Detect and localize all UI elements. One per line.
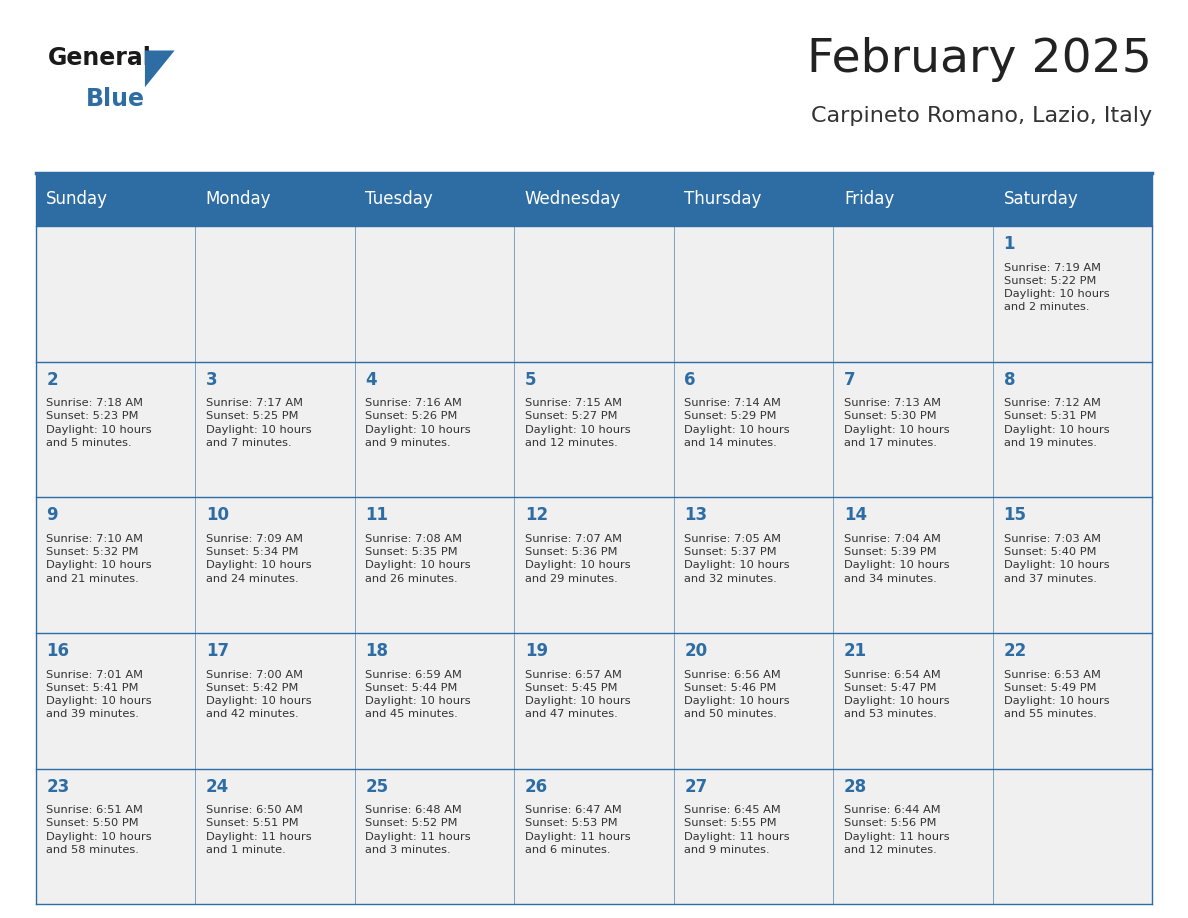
Text: Tuesday: Tuesday <box>366 190 434 208</box>
Text: 26: 26 <box>525 778 548 796</box>
Text: Friday: Friday <box>843 190 895 208</box>
Bar <box>36 768 1152 904</box>
Text: Sunrise: 7:12 AM
Sunset: 5:31 PM
Daylight: 10 hours
and 19 minutes.: Sunrise: 7:12 AM Sunset: 5:31 PM Dayligh… <box>1004 398 1110 448</box>
Text: 8: 8 <box>1004 371 1015 388</box>
Text: Saturday: Saturday <box>1004 190 1079 208</box>
Text: 2: 2 <box>46 371 58 388</box>
Text: Sunrise: 6:44 AM
Sunset: 5:56 PM
Daylight: 11 hours
and 12 minutes.: Sunrise: 6:44 AM Sunset: 5:56 PM Dayligh… <box>843 805 949 855</box>
Text: Sunrise: 6:47 AM
Sunset: 5:53 PM
Daylight: 11 hours
and 6 minutes.: Sunrise: 6:47 AM Sunset: 5:53 PM Dayligh… <box>525 805 631 855</box>
Text: Sunrise: 7:14 AM
Sunset: 5:29 PM
Daylight: 10 hours
and 14 minutes.: Sunrise: 7:14 AM Sunset: 5:29 PM Dayligh… <box>684 398 790 448</box>
Text: Sunrise: 7:04 AM
Sunset: 5:39 PM
Daylight: 10 hours
and 34 minutes.: Sunrise: 7:04 AM Sunset: 5:39 PM Dayligh… <box>843 534 949 584</box>
Text: 10: 10 <box>206 507 229 524</box>
Text: 9: 9 <box>46 507 58 524</box>
Text: 19: 19 <box>525 642 548 660</box>
Text: February 2025: February 2025 <box>808 37 1152 82</box>
Text: 23: 23 <box>46 778 70 796</box>
Text: 3: 3 <box>206 371 217 388</box>
Text: 21: 21 <box>843 642 867 660</box>
Text: 1: 1 <box>1004 235 1015 253</box>
Text: 14: 14 <box>843 507 867 524</box>
Text: Sunrise: 6:50 AM
Sunset: 5:51 PM
Daylight: 11 hours
and 1 minute.: Sunrise: 6:50 AM Sunset: 5:51 PM Dayligh… <box>206 805 311 855</box>
Text: Sunrise: 7:17 AM
Sunset: 5:25 PM
Daylight: 10 hours
and 7 minutes.: Sunrise: 7:17 AM Sunset: 5:25 PM Dayligh… <box>206 398 311 448</box>
Text: 4: 4 <box>366 371 377 388</box>
Text: Sunrise: 6:59 AM
Sunset: 5:44 PM
Daylight: 10 hours
and 45 minutes.: Sunrise: 6:59 AM Sunset: 5:44 PM Dayligh… <box>366 669 470 719</box>
Text: Sunrise: 7:01 AM
Sunset: 5:41 PM
Daylight: 10 hours
and 39 minutes.: Sunrise: 7:01 AM Sunset: 5:41 PM Dayligh… <box>46 669 152 719</box>
Text: 24: 24 <box>206 778 229 796</box>
Bar <box>36 226 1152 362</box>
Text: 25: 25 <box>366 778 388 796</box>
Text: Sunrise: 7:10 AM
Sunset: 5:32 PM
Daylight: 10 hours
and 21 minutes.: Sunrise: 7:10 AM Sunset: 5:32 PM Dayligh… <box>46 534 152 584</box>
Text: Sunrise: 7:16 AM
Sunset: 5:26 PM
Daylight: 10 hours
and 9 minutes.: Sunrise: 7:16 AM Sunset: 5:26 PM Dayligh… <box>366 398 470 448</box>
Text: Sunday: Sunday <box>46 190 108 208</box>
Text: Sunrise: 7:00 AM
Sunset: 5:42 PM
Daylight: 10 hours
and 42 minutes.: Sunrise: 7:00 AM Sunset: 5:42 PM Dayligh… <box>206 669 311 719</box>
Text: Wednesday: Wednesday <box>525 190 621 208</box>
Text: Sunrise: 6:56 AM
Sunset: 5:46 PM
Daylight: 10 hours
and 50 minutes.: Sunrise: 6:56 AM Sunset: 5:46 PM Dayligh… <box>684 669 790 719</box>
Text: Sunrise: 6:45 AM
Sunset: 5:55 PM
Daylight: 11 hours
and 9 minutes.: Sunrise: 6:45 AM Sunset: 5:55 PM Dayligh… <box>684 805 790 855</box>
Bar <box>36 498 1152 633</box>
Text: Sunrise: 7:08 AM
Sunset: 5:35 PM
Daylight: 10 hours
and 26 minutes.: Sunrise: 7:08 AM Sunset: 5:35 PM Dayligh… <box>366 534 470 584</box>
Text: Sunrise: 7:19 AM
Sunset: 5:22 PM
Daylight: 10 hours
and 2 minutes.: Sunrise: 7:19 AM Sunset: 5:22 PM Dayligh… <box>1004 263 1110 312</box>
Text: General: General <box>48 46 151 70</box>
Text: Sunrise: 6:51 AM
Sunset: 5:50 PM
Daylight: 10 hours
and 58 minutes.: Sunrise: 6:51 AM Sunset: 5:50 PM Dayligh… <box>46 805 152 855</box>
Text: Sunrise: 7:05 AM
Sunset: 5:37 PM
Daylight: 10 hours
and 32 minutes.: Sunrise: 7:05 AM Sunset: 5:37 PM Dayligh… <box>684 534 790 584</box>
Text: Sunrise: 6:54 AM
Sunset: 5:47 PM
Daylight: 10 hours
and 53 minutes.: Sunrise: 6:54 AM Sunset: 5:47 PM Dayligh… <box>843 669 949 719</box>
Text: 16: 16 <box>46 642 69 660</box>
Text: 6: 6 <box>684 371 696 388</box>
Text: 22: 22 <box>1004 642 1026 660</box>
Bar <box>36 633 1152 768</box>
Text: Sunrise: 7:03 AM
Sunset: 5:40 PM
Daylight: 10 hours
and 37 minutes.: Sunrise: 7:03 AM Sunset: 5:40 PM Dayligh… <box>1004 534 1110 584</box>
Text: 28: 28 <box>843 778 867 796</box>
Text: 17: 17 <box>206 642 229 660</box>
Text: Sunrise: 6:48 AM
Sunset: 5:52 PM
Daylight: 11 hours
and 3 minutes.: Sunrise: 6:48 AM Sunset: 5:52 PM Dayligh… <box>366 805 470 855</box>
Text: Thursday: Thursday <box>684 190 762 208</box>
Text: Sunrise: 7:07 AM
Sunset: 5:36 PM
Daylight: 10 hours
and 29 minutes.: Sunrise: 7:07 AM Sunset: 5:36 PM Dayligh… <box>525 534 631 584</box>
Text: 27: 27 <box>684 778 708 796</box>
Text: Monday: Monday <box>206 190 271 208</box>
Polygon shape <box>145 50 175 87</box>
Text: Sunrise: 7:18 AM
Sunset: 5:23 PM
Daylight: 10 hours
and 5 minutes.: Sunrise: 7:18 AM Sunset: 5:23 PM Dayligh… <box>46 398 152 448</box>
Text: Blue: Blue <box>86 87 145 111</box>
Text: 7: 7 <box>843 371 855 388</box>
Text: Sunrise: 6:57 AM
Sunset: 5:45 PM
Daylight: 10 hours
and 47 minutes.: Sunrise: 6:57 AM Sunset: 5:45 PM Dayligh… <box>525 669 631 719</box>
Bar <box>36 173 1152 226</box>
Text: Sunrise: 7:13 AM
Sunset: 5:30 PM
Daylight: 10 hours
and 17 minutes.: Sunrise: 7:13 AM Sunset: 5:30 PM Dayligh… <box>843 398 949 448</box>
Text: Sunrise: 6:53 AM
Sunset: 5:49 PM
Daylight: 10 hours
and 55 minutes.: Sunrise: 6:53 AM Sunset: 5:49 PM Dayligh… <box>1004 669 1110 719</box>
Text: 12: 12 <box>525 507 548 524</box>
Text: Sunrise: 7:15 AM
Sunset: 5:27 PM
Daylight: 10 hours
and 12 minutes.: Sunrise: 7:15 AM Sunset: 5:27 PM Dayligh… <box>525 398 631 448</box>
Text: 20: 20 <box>684 642 708 660</box>
Text: Carpineto Romano, Lazio, Italy: Carpineto Romano, Lazio, Italy <box>811 106 1152 126</box>
Text: 15: 15 <box>1004 507 1026 524</box>
Text: 13: 13 <box>684 507 708 524</box>
Bar <box>36 362 1152 498</box>
Text: 11: 11 <box>366 507 388 524</box>
Text: 5: 5 <box>525 371 537 388</box>
Text: Sunrise: 7:09 AM
Sunset: 5:34 PM
Daylight: 10 hours
and 24 minutes.: Sunrise: 7:09 AM Sunset: 5:34 PM Dayligh… <box>206 534 311 584</box>
Text: 18: 18 <box>366 642 388 660</box>
